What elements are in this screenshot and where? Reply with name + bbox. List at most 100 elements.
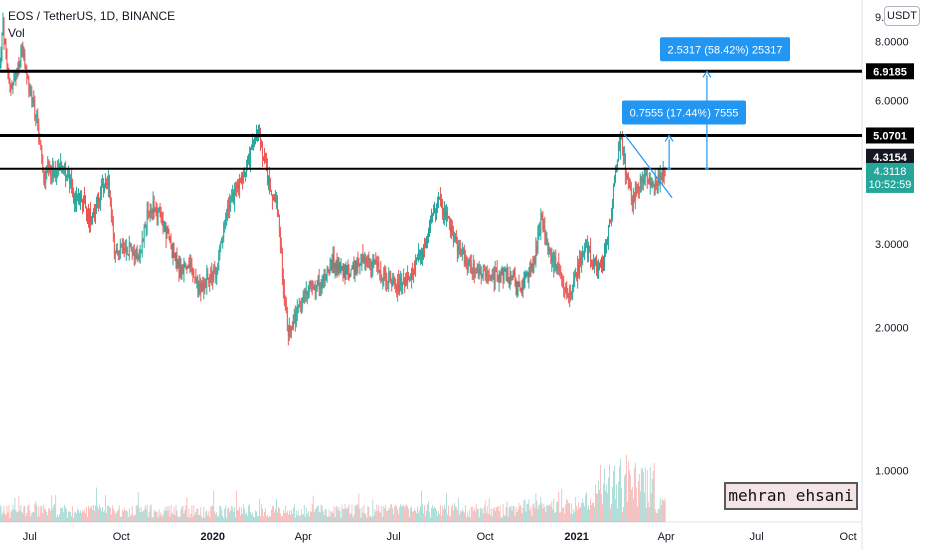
volume-bar <box>472 511 474 522</box>
volume-bar <box>173 506 175 522</box>
volume-bar <box>352 517 354 522</box>
symbol-title[interactable]: EOS / TetherUS, 1D, BINANCE <box>8 9 176 23</box>
projection-label-text: 0.7555 (17.44%) 7555 <box>630 107 739 119</box>
candle-body <box>658 173 660 183</box>
volume-bar <box>164 507 166 522</box>
volume-bar <box>324 509 326 522</box>
volume-bar <box>567 500 569 522</box>
volume-bar <box>375 512 377 522</box>
volume-bar <box>510 505 512 522</box>
volume-bar <box>5 514 7 522</box>
volume-bar <box>231 505 233 522</box>
volume-bar <box>154 511 156 522</box>
candle-body <box>620 137 622 139</box>
candle-body <box>264 157 265 161</box>
candle-body <box>467 261 469 269</box>
candle-body <box>491 274 493 278</box>
volume-bar <box>10 511 12 522</box>
volume-bar <box>293 504 295 522</box>
volume-bar <box>288 510 290 522</box>
candle-body <box>223 225 225 238</box>
volume-bar <box>191 505 193 522</box>
candle-body <box>466 263 468 269</box>
candle-body <box>402 281 404 286</box>
candle-body <box>423 245 424 255</box>
candle-body <box>371 267 373 271</box>
volume-bar <box>484 500 486 522</box>
volume-bar <box>111 505 113 522</box>
candle-body <box>560 271 562 276</box>
volume-bar <box>13 509 15 522</box>
volume-bar <box>150 504 152 522</box>
candle-body <box>421 250 422 256</box>
candle-body <box>355 261 357 269</box>
volume-bar <box>89 508 90 522</box>
candle-body <box>340 268 342 270</box>
volume-bar <box>532 504 534 522</box>
candle-body <box>218 259 220 269</box>
candle-body <box>644 171 646 176</box>
candle-body <box>53 167 55 177</box>
volume-bar <box>631 486 633 522</box>
volume-bar <box>508 506 510 522</box>
candle-body <box>243 176 244 180</box>
candle-body <box>352 263 354 270</box>
volume-bar <box>260 516 261 522</box>
candle-body <box>630 190 632 199</box>
candle-body <box>546 241 548 245</box>
volume-bar <box>602 504 603 522</box>
volume-bar <box>356 504 358 522</box>
volume-bar <box>217 516 219 522</box>
candle-body <box>211 272 213 281</box>
volume-bar <box>592 503 593 522</box>
volume-bar <box>473 507 475 522</box>
currency-button[interactable]: USDT <box>884 6 920 26</box>
candle-body <box>356 261 358 269</box>
volume-bar <box>558 491 560 522</box>
candle-body <box>128 244 130 256</box>
volume-bar <box>184 509 186 522</box>
candle-body <box>275 199 276 201</box>
volume-bar <box>586 492 587 522</box>
volume-bar <box>648 507 650 522</box>
volume-bar <box>612 486 613 522</box>
candle-body <box>292 316 294 328</box>
volume-bar <box>369 516 371 522</box>
volume-bar <box>65 507 67 522</box>
candle-body <box>161 217 163 221</box>
volume-bar <box>276 512 278 522</box>
candle-body <box>194 277 196 279</box>
volume-bar <box>294 517 296 522</box>
volume-bar <box>464 505 466 522</box>
candle-body <box>531 264 533 269</box>
volume-bar <box>405 505 407 522</box>
volume-label[interactable]: Vol <box>8 26 25 40</box>
candle-body <box>521 284 523 292</box>
volume-bar <box>69 511 70 522</box>
volume-bar <box>390 504 392 522</box>
volume-bar <box>393 514 395 522</box>
candle-body <box>118 253 120 255</box>
candle-body <box>525 274 527 275</box>
volume-bar <box>290 509 292 522</box>
candle-body <box>507 270 509 283</box>
candle-body <box>233 192 235 204</box>
candle-body <box>381 277 383 280</box>
candle-body <box>287 329 289 337</box>
volume-bar <box>18 496 20 522</box>
volume-bar <box>82 509 83 522</box>
candle-body <box>448 217 450 220</box>
volume-bar <box>126 511 128 522</box>
price-projection: 0.7555 (17.44%) 7555 <box>622 100 746 170</box>
volume-bar <box>185 505 187 522</box>
volume-bar <box>34 504 36 522</box>
volume-bar <box>605 491 606 522</box>
volume-bar <box>43 505 45 522</box>
volume-bar <box>199 514 201 522</box>
volume-bar <box>203 507 205 522</box>
candle-body <box>279 229 281 244</box>
candle-body <box>245 173 246 175</box>
volume-bar <box>345 508 347 522</box>
